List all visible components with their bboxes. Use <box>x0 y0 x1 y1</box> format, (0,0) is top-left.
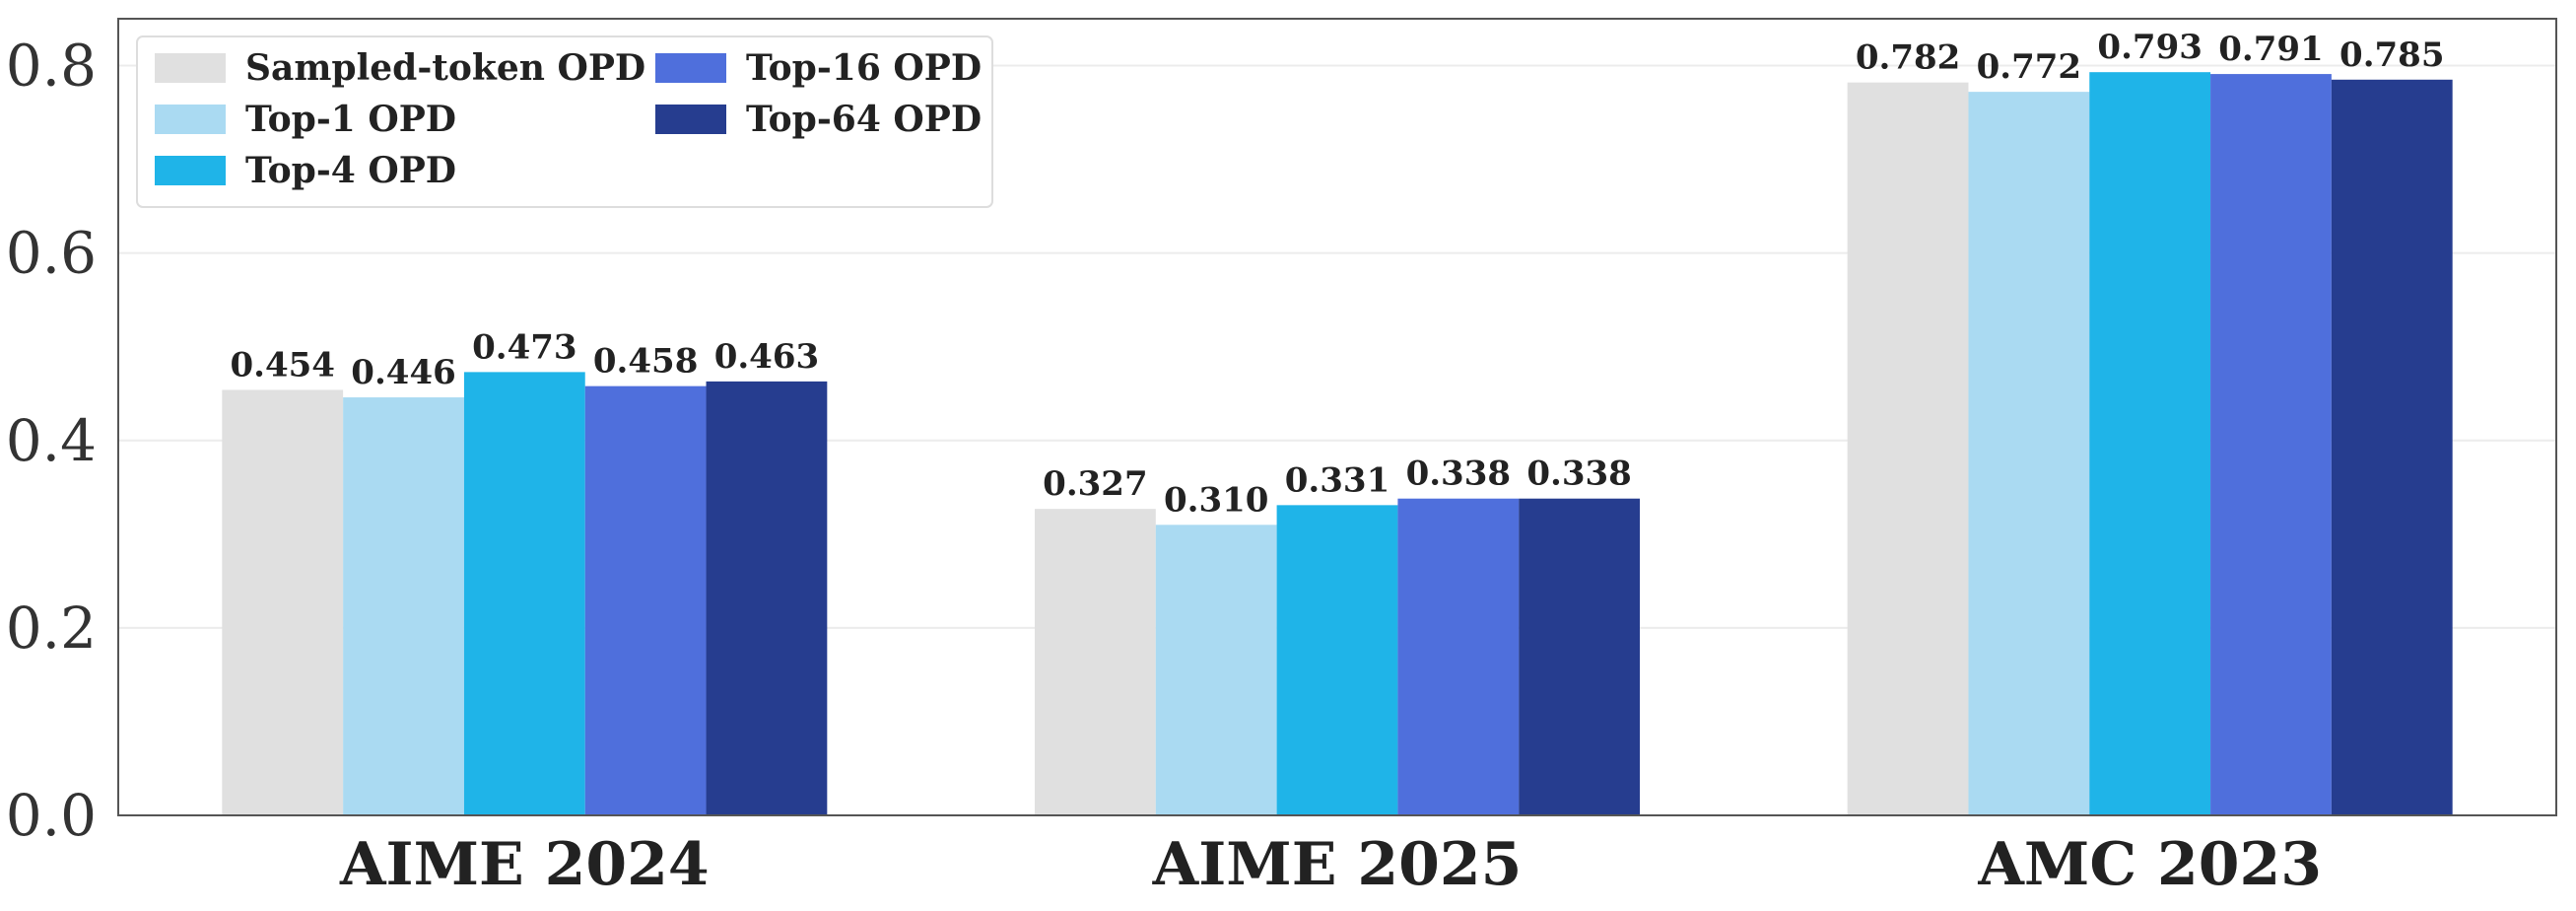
legend-label: Top-1 OPD <box>245 99 456 140</box>
bar <box>343 397 464 815</box>
y-tick-label: 0.6 <box>6 220 97 287</box>
legend-swatch <box>155 156 226 185</box>
bar-value-label: 0.463 <box>714 337 819 377</box>
bar <box>1035 509 1156 815</box>
bars-layer <box>222 72 2453 816</box>
x-tick-label: AIME 2025 <box>1152 830 1523 899</box>
bar <box>222 389 344 815</box>
legend-label: Top-4 OPD <box>245 150 456 191</box>
bar <box>1847 82 1969 815</box>
y-tick-label: 0.4 <box>6 407 97 474</box>
bar-value-label: 0.458 <box>593 342 698 382</box>
legend-label: Top-16 OPD <box>746 47 982 89</box>
bar <box>2331 79 2453 816</box>
x-tick-label: AMC 2023 <box>1977 830 2322 899</box>
bar-value-label: 0.793 <box>2097 28 2202 67</box>
legend-swatch <box>655 53 726 83</box>
bar <box>1155 525 1277 815</box>
bar-value-label: 0.473 <box>472 327 576 367</box>
y-tick-label: 0.2 <box>6 595 97 662</box>
bar <box>1397 498 1520 815</box>
y-tick-label: 0.8 <box>6 33 97 100</box>
bar <box>2089 72 2211 815</box>
y-tick-label: 0.0 <box>6 782 97 849</box>
bar-value-label: 0.331 <box>1285 460 1390 500</box>
bar-value-label: 0.782 <box>1856 38 1960 78</box>
bar <box>2210 74 2332 815</box>
legend-swatch <box>155 105 226 134</box>
bar-value-label: 0.310 <box>1164 480 1268 520</box>
legend: Sampled-token OPD Top-1 OPD Top-4 OPD Top-1… <box>136 35 993 208</box>
bar-value-label: 0.791 <box>2218 30 2323 69</box>
plot-frame <box>117 18 2557 816</box>
y-axis-ticks: 0.0 0.2 0.4 0.6 0.8 <box>6 33 97 849</box>
value-labels-layer: 0.454 0.446 0.473 0.458 0.463 0.327 0.310 0.331… <box>230 28 2444 520</box>
legend-label: Top-64 OPD <box>746 99 982 140</box>
bar <box>1968 92 2090 816</box>
x-tick-label: AIME 2024 <box>339 830 710 899</box>
bar <box>1276 505 1398 815</box>
legend-label: Sampled-token OPD <box>245 47 645 89</box>
bar <box>584 385 707 815</box>
bar <box>706 381 828 815</box>
bar-value-label: 0.454 <box>230 345 334 385</box>
legend-swatch <box>155 53 226 83</box>
bar-value-label: 0.338 <box>1406 455 1511 494</box>
bar-value-label: 0.772 <box>1977 47 2081 87</box>
bar-value-label: 0.785 <box>2339 35 2444 75</box>
x-axis-ticks: AIME 2024 AIME 2025 AMC 2023 <box>339 830 2322 899</box>
legend-box <box>136 35 993 208</box>
bar-value-label: 0.338 <box>1526 455 1631 494</box>
bar <box>1519 498 1640 815</box>
legend-swatch <box>655 105 726 134</box>
bar-value-label: 0.327 <box>1043 464 1147 504</box>
bar <box>463 372 585 815</box>
bar-value-label: 0.446 <box>351 353 455 392</box>
